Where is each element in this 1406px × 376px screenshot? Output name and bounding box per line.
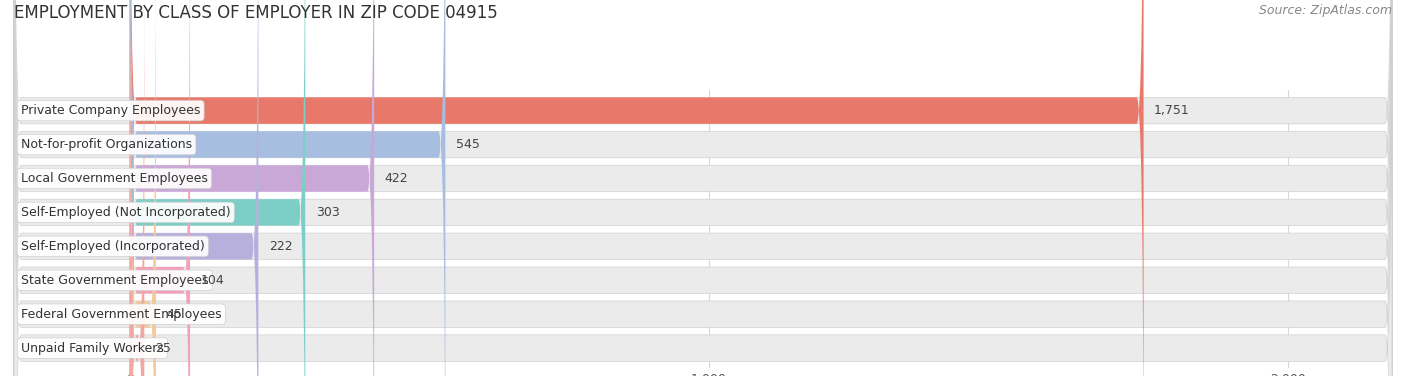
Text: 25: 25 (155, 342, 170, 355)
Text: Self-Employed (Not Incorporated): Self-Employed (Not Incorporated) (21, 206, 231, 219)
FancyBboxPatch shape (14, 0, 1392, 376)
FancyBboxPatch shape (14, 0, 1392, 376)
FancyBboxPatch shape (129, 0, 1143, 376)
FancyBboxPatch shape (14, 0, 1392, 376)
Text: Federal Government Employees: Federal Government Employees (21, 308, 222, 321)
FancyBboxPatch shape (14, 0, 1392, 376)
FancyBboxPatch shape (129, 0, 259, 376)
FancyBboxPatch shape (129, 0, 156, 376)
FancyBboxPatch shape (14, 0, 1392, 376)
Text: 45: 45 (166, 308, 183, 321)
FancyBboxPatch shape (129, 0, 190, 376)
Text: EMPLOYMENT BY CLASS OF EMPLOYER IN ZIP CODE 04915: EMPLOYMENT BY CLASS OF EMPLOYER IN ZIP C… (14, 4, 498, 22)
FancyBboxPatch shape (14, 0, 1392, 376)
FancyBboxPatch shape (129, 0, 305, 376)
Text: Local Government Employees: Local Government Employees (21, 172, 208, 185)
FancyBboxPatch shape (14, 0, 1392, 376)
Text: State Government Employees: State Government Employees (21, 274, 208, 287)
Text: 303: 303 (316, 206, 339, 219)
Text: Not-for-profit Organizations: Not-for-profit Organizations (21, 138, 193, 151)
Text: 545: 545 (456, 138, 479, 151)
FancyBboxPatch shape (129, 0, 145, 376)
Text: Private Company Employees: Private Company Employees (21, 104, 201, 117)
Text: 222: 222 (269, 240, 292, 253)
Text: 104: 104 (201, 274, 224, 287)
FancyBboxPatch shape (14, 0, 1392, 376)
Text: Source: ZipAtlas.com: Source: ZipAtlas.com (1258, 4, 1392, 17)
Text: Self-Employed (Incorporated): Self-Employed (Incorporated) (21, 240, 205, 253)
FancyBboxPatch shape (129, 0, 446, 376)
FancyBboxPatch shape (129, 0, 374, 376)
Text: 422: 422 (385, 172, 408, 185)
Text: Unpaid Family Workers: Unpaid Family Workers (21, 342, 165, 355)
Text: 1,751: 1,751 (1154, 104, 1189, 117)
